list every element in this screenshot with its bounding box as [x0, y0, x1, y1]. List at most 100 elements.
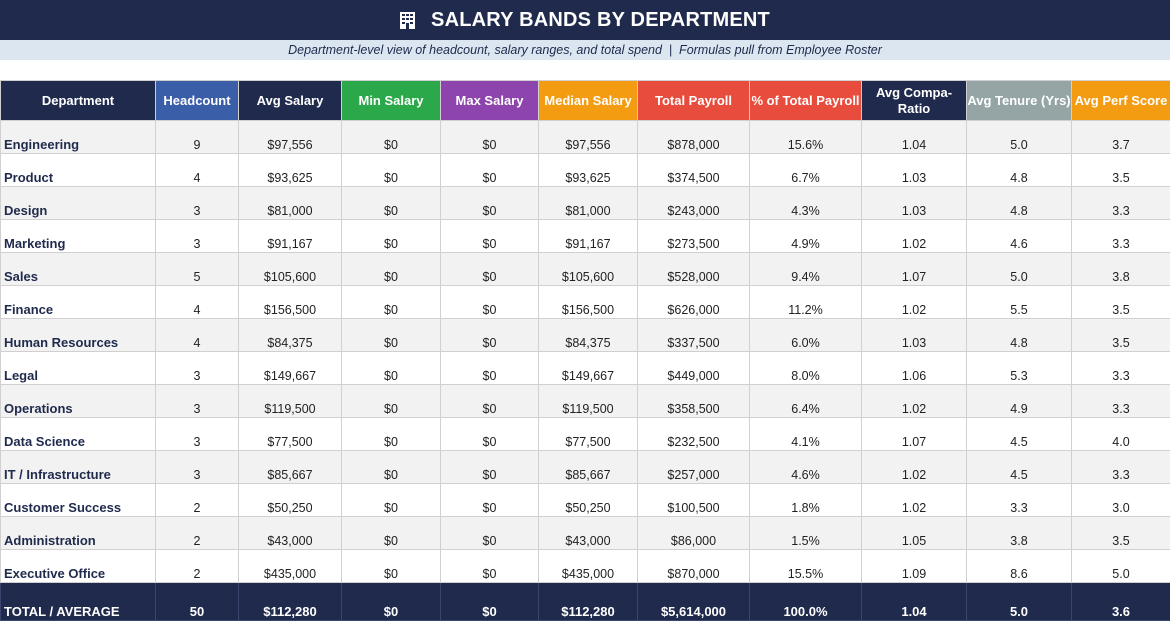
column-header-median-salary[interactable]: Median Salary: [539, 81, 638, 121]
cell-median-salary[interactable]: $85,667: [539, 451, 638, 484]
total-cell-median-salary[interactable]: $112,280: [539, 583, 638, 621]
cell-department[interactable]: Customer Success: [1, 484, 156, 517]
cell-min-salary[interactable]: $0: [342, 121, 441, 154]
column-header-avg-tenure-yrs[interactable]: Avg Tenure (Yrs): [967, 81, 1072, 121]
cell-avg-compa-ratio[interactable]: 1.02: [862, 286, 967, 319]
cell-of-total-payroll[interactable]: 4.3%: [750, 187, 862, 220]
cell-department[interactable]: IT / Infrastructure: [1, 451, 156, 484]
total-cell-avg-tenure-yrs[interactable]: 5.0: [967, 583, 1072, 621]
cell-min-salary[interactable]: $0: [342, 451, 441, 484]
cell-avg-tenure-yrs[interactable]: 5.0: [967, 253, 1072, 286]
total-cell-avg-perf-score[interactable]: 3.6: [1072, 583, 1170, 621]
cell-max-salary[interactable]: $0: [441, 319, 539, 352]
cell-max-salary[interactable]: $0: [441, 418, 539, 451]
cell-min-salary[interactable]: $0: [342, 352, 441, 385]
cell-total-payroll[interactable]: $232,500: [638, 418, 750, 451]
cell-total-payroll[interactable]: $374,500: [638, 154, 750, 187]
cell-avg-compa-ratio[interactable]: 1.03: [862, 187, 967, 220]
cell-avg-perf-score[interactable]: 3.3: [1072, 451, 1170, 484]
cell-avg-compa-ratio[interactable]: 1.07: [862, 418, 967, 451]
cell-avg-compa-ratio[interactable]: 1.04: [862, 121, 967, 154]
cell-avg-tenure-yrs[interactable]: 4.5: [967, 451, 1072, 484]
cell-total-payroll[interactable]: $358,500: [638, 385, 750, 418]
cell-avg-salary[interactable]: $156,500: [239, 286, 342, 319]
cell-of-total-payroll[interactable]: 1.8%: [750, 484, 862, 517]
cell-avg-salary[interactable]: $77,500: [239, 418, 342, 451]
cell-max-salary[interactable]: $0: [441, 517, 539, 550]
cell-min-salary[interactable]: $0: [342, 385, 441, 418]
cell-min-salary[interactable]: $0: [342, 319, 441, 352]
cell-avg-salary[interactable]: $85,667: [239, 451, 342, 484]
cell-of-total-payroll[interactable]: 8.0%: [750, 352, 862, 385]
cell-avg-perf-score[interactable]: 3.5: [1072, 286, 1170, 319]
cell-avg-compa-ratio[interactable]: 1.03: [862, 154, 967, 187]
cell-max-salary[interactable]: $0: [441, 484, 539, 517]
cell-avg-tenure-yrs[interactable]: 4.5: [967, 418, 1072, 451]
cell-avg-tenure-yrs[interactable]: 4.8: [967, 187, 1072, 220]
column-header-min-salary[interactable]: Min Salary: [342, 81, 441, 121]
cell-median-salary[interactable]: $149,667: [539, 352, 638, 385]
cell-headcount[interactable]: 3: [156, 187, 239, 220]
cell-department[interactable]: Data Science: [1, 418, 156, 451]
cell-of-total-payroll[interactable]: 9.4%: [750, 253, 862, 286]
column-header-of-total-payroll[interactable]: % of Total Payroll: [750, 81, 862, 121]
cell-of-total-payroll[interactable]: 4.1%: [750, 418, 862, 451]
cell-avg-perf-score[interactable]: 4.0: [1072, 418, 1170, 451]
cell-department[interactable]: Sales: [1, 253, 156, 286]
cell-avg-perf-score[interactable]: 3.3: [1072, 352, 1170, 385]
total-cell-of-total-payroll[interactable]: 100.0%: [750, 583, 862, 621]
total-cell-max-salary[interactable]: $0: [441, 583, 539, 621]
cell-total-payroll[interactable]: $100,500: [638, 484, 750, 517]
cell-headcount[interactable]: 4: [156, 286, 239, 319]
cell-of-total-payroll[interactable]: 15.5%: [750, 550, 862, 583]
total-cell-total-payroll[interactable]: $5,614,000: [638, 583, 750, 621]
cell-department[interactable]: Administration: [1, 517, 156, 550]
cell-min-salary[interactable]: $0: [342, 253, 441, 286]
cell-total-payroll[interactable]: $257,000: [638, 451, 750, 484]
cell-total-payroll[interactable]: $528,000: [638, 253, 750, 286]
cell-avg-tenure-yrs[interactable]: 4.8: [967, 319, 1072, 352]
cell-avg-tenure-yrs[interactable]: 8.6: [967, 550, 1072, 583]
cell-headcount[interactable]: 3: [156, 385, 239, 418]
cell-headcount[interactable]: 5: [156, 253, 239, 286]
cell-median-salary[interactable]: $81,000: [539, 187, 638, 220]
cell-avg-perf-score[interactable]: 5.0: [1072, 550, 1170, 583]
cell-median-salary[interactable]: $77,500: [539, 418, 638, 451]
column-header-avg-salary[interactable]: Avg Salary: [239, 81, 342, 121]
cell-total-payroll[interactable]: $626,000: [638, 286, 750, 319]
total-cell-avg-compa-ratio[interactable]: 1.04: [862, 583, 967, 621]
cell-avg-perf-score[interactable]: 3.7: [1072, 121, 1170, 154]
cell-department[interactable]: Marketing: [1, 220, 156, 253]
cell-avg-salary[interactable]: $50,250: [239, 484, 342, 517]
cell-median-salary[interactable]: $93,625: [539, 154, 638, 187]
column-header-avg-perf-score[interactable]: Avg Perf Score: [1072, 81, 1170, 121]
cell-min-salary[interactable]: $0: [342, 550, 441, 583]
cell-department[interactable]: Finance: [1, 286, 156, 319]
cell-avg-salary[interactable]: $119,500: [239, 385, 342, 418]
cell-avg-compa-ratio[interactable]: 1.05: [862, 517, 967, 550]
cell-min-salary[interactable]: $0: [342, 517, 441, 550]
cell-total-payroll[interactable]: $86,000: [638, 517, 750, 550]
cell-median-salary[interactable]: $119,500: [539, 385, 638, 418]
cell-headcount[interactable]: 9: [156, 121, 239, 154]
cell-avg-tenure-yrs[interactable]: 5.3: [967, 352, 1072, 385]
cell-avg-salary[interactable]: $435,000: [239, 550, 342, 583]
cell-department[interactable]: Legal: [1, 352, 156, 385]
cell-avg-salary[interactable]: $84,375: [239, 319, 342, 352]
cell-max-salary[interactable]: $0: [441, 154, 539, 187]
cell-headcount[interactable]: 3: [156, 451, 239, 484]
cell-of-total-payroll[interactable]: 4.9%: [750, 220, 862, 253]
cell-total-payroll[interactable]: $273,500: [638, 220, 750, 253]
cell-avg-compa-ratio[interactable]: 1.02: [862, 451, 967, 484]
total-cell-avg-salary[interactable]: $112,280: [239, 583, 342, 621]
total-cell-headcount[interactable]: 50: [156, 583, 239, 621]
cell-avg-perf-score[interactable]: 3.5: [1072, 154, 1170, 187]
